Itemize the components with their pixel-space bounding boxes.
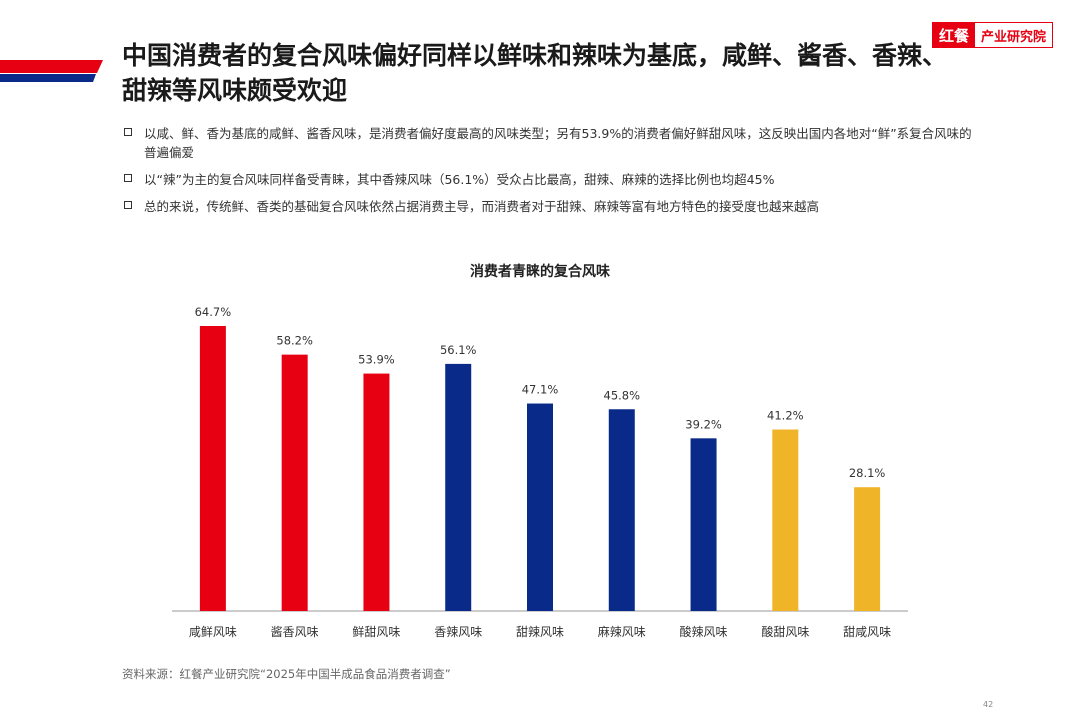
x-tick-label: 酸辣风味	[680, 624, 728, 639]
bullet-text: 以“辣”为主的复合风味同样备受青睐，其中香辣风味（56.1%）受众占比最高，甜辣…	[144, 172, 775, 187]
brand-logo: 红餐 产业研究院	[932, 22, 1054, 48]
bullet-item: 以“辣”为主的复合风味同样备受青睐，其中香辣风味（56.1%）受众占比最高，甜辣…	[122, 170, 972, 189]
data-label: 41.2%	[767, 409, 804, 423]
bar	[445, 363, 472, 611]
x-tick-label: 酸甜风味	[761, 624, 809, 639]
checkbox-square-icon	[124, 174, 132, 182]
x-tick-label: 甜咸风味	[843, 625, 891, 639]
data-label: 58.2%	[276, 334, 313, 348]
header-stripe	[0, 60, 103, 82]
bar	[363, 373, 390, 611]
x-tick-label: 香辣风味	[434, 625, 482, 639]
bar	[608, 409, 635, 611]
data-label: 45.8%	[604, 388, 641, 402]
data-label: 39.2%	[685, 417, 722, 431]
bar	[281, 354, 308, 611]
brand-logo-mark: 红餐	[933, 23, 976, 47]
checkbox-square-icon	[124, 201, 132, 209]
x-tick-label: 鲜甜风味	[352, 625, 400, 639]
data-label: 28.1%	[849, 466, 886, 480]
checkbox-square-icon	[124, 128, 132, 136]
bar	[854, 487, 881, 611]
data-label: 47.1%	[522, 383, 559, 397]
bar	[527, 403, 553, 611]
data-label: 56.1%	[440, 343, 477, 357]
data-label: 64.7%	[195, 305, 232, 319]
x-tick-label: 咸鲜风味	[189, 625, 237, 639]
bar	[772, 429, 799, 611]
source-note: 资料来源：红餐产业研究院“2025年中国半成品食品消费者调查”	[122, 667, 451, 681]
bullet-item: 以咸、鲜、香为基底的咸鲜、酱香风味，是消费者偏好度最高的风味类型；另有53.9%…	[122, 124, 972, 162]
bullet-list: 以咸、鲜、香为基底的咸鲜、酱香风味，是消费者偏好度最高的风味类型；另有53.9%…	[122, 124, 972, 224]
page-title: 中国消费者的复合风味偏好同样以鲜味和辣味为基底，咸鲜、酱香、香辣、甜辣等风味颇受…	[122, 41, 948, 105]
bullet-text: 总的来说，传统鲜、香类的基础复合风味依然占据消费主导，而消费者对于甜辣、麻辣等富…	[144, 199, 820, 214]
brand-logo-text: 产业研究院	[975, 23, 1053, 47]
x-tick-label: 麻辣风味	[598, 624, 646, 639]
x-tick-label: 酱香风味	[271, 624, 319, 639]
bullet-item: 总的来说，传统鲜、香类的基础复合风味依然占据消费主导，而消费者对于甜辣、麻辣等富…	[122, 197, 972, 216]
x-tick-label: 甜辣风味	[516, 625, 564, 639]
bar	[199, 326, 226, 611]
bullet-text: 以咸、鲜、香为基底的咸鲜、酱香风味，是消费者偏好度最高的风味类型；另有53.9%…	[144, 126, 972, 160]
bar	[690, 438, 717, 611]
chart-title: 消费者青睐的复合风味	[470, 264, 610, 280]
data-label: 53.9%	[358, 353, 395, 367]
page-number: 42	[983, 700, 994, 709]
